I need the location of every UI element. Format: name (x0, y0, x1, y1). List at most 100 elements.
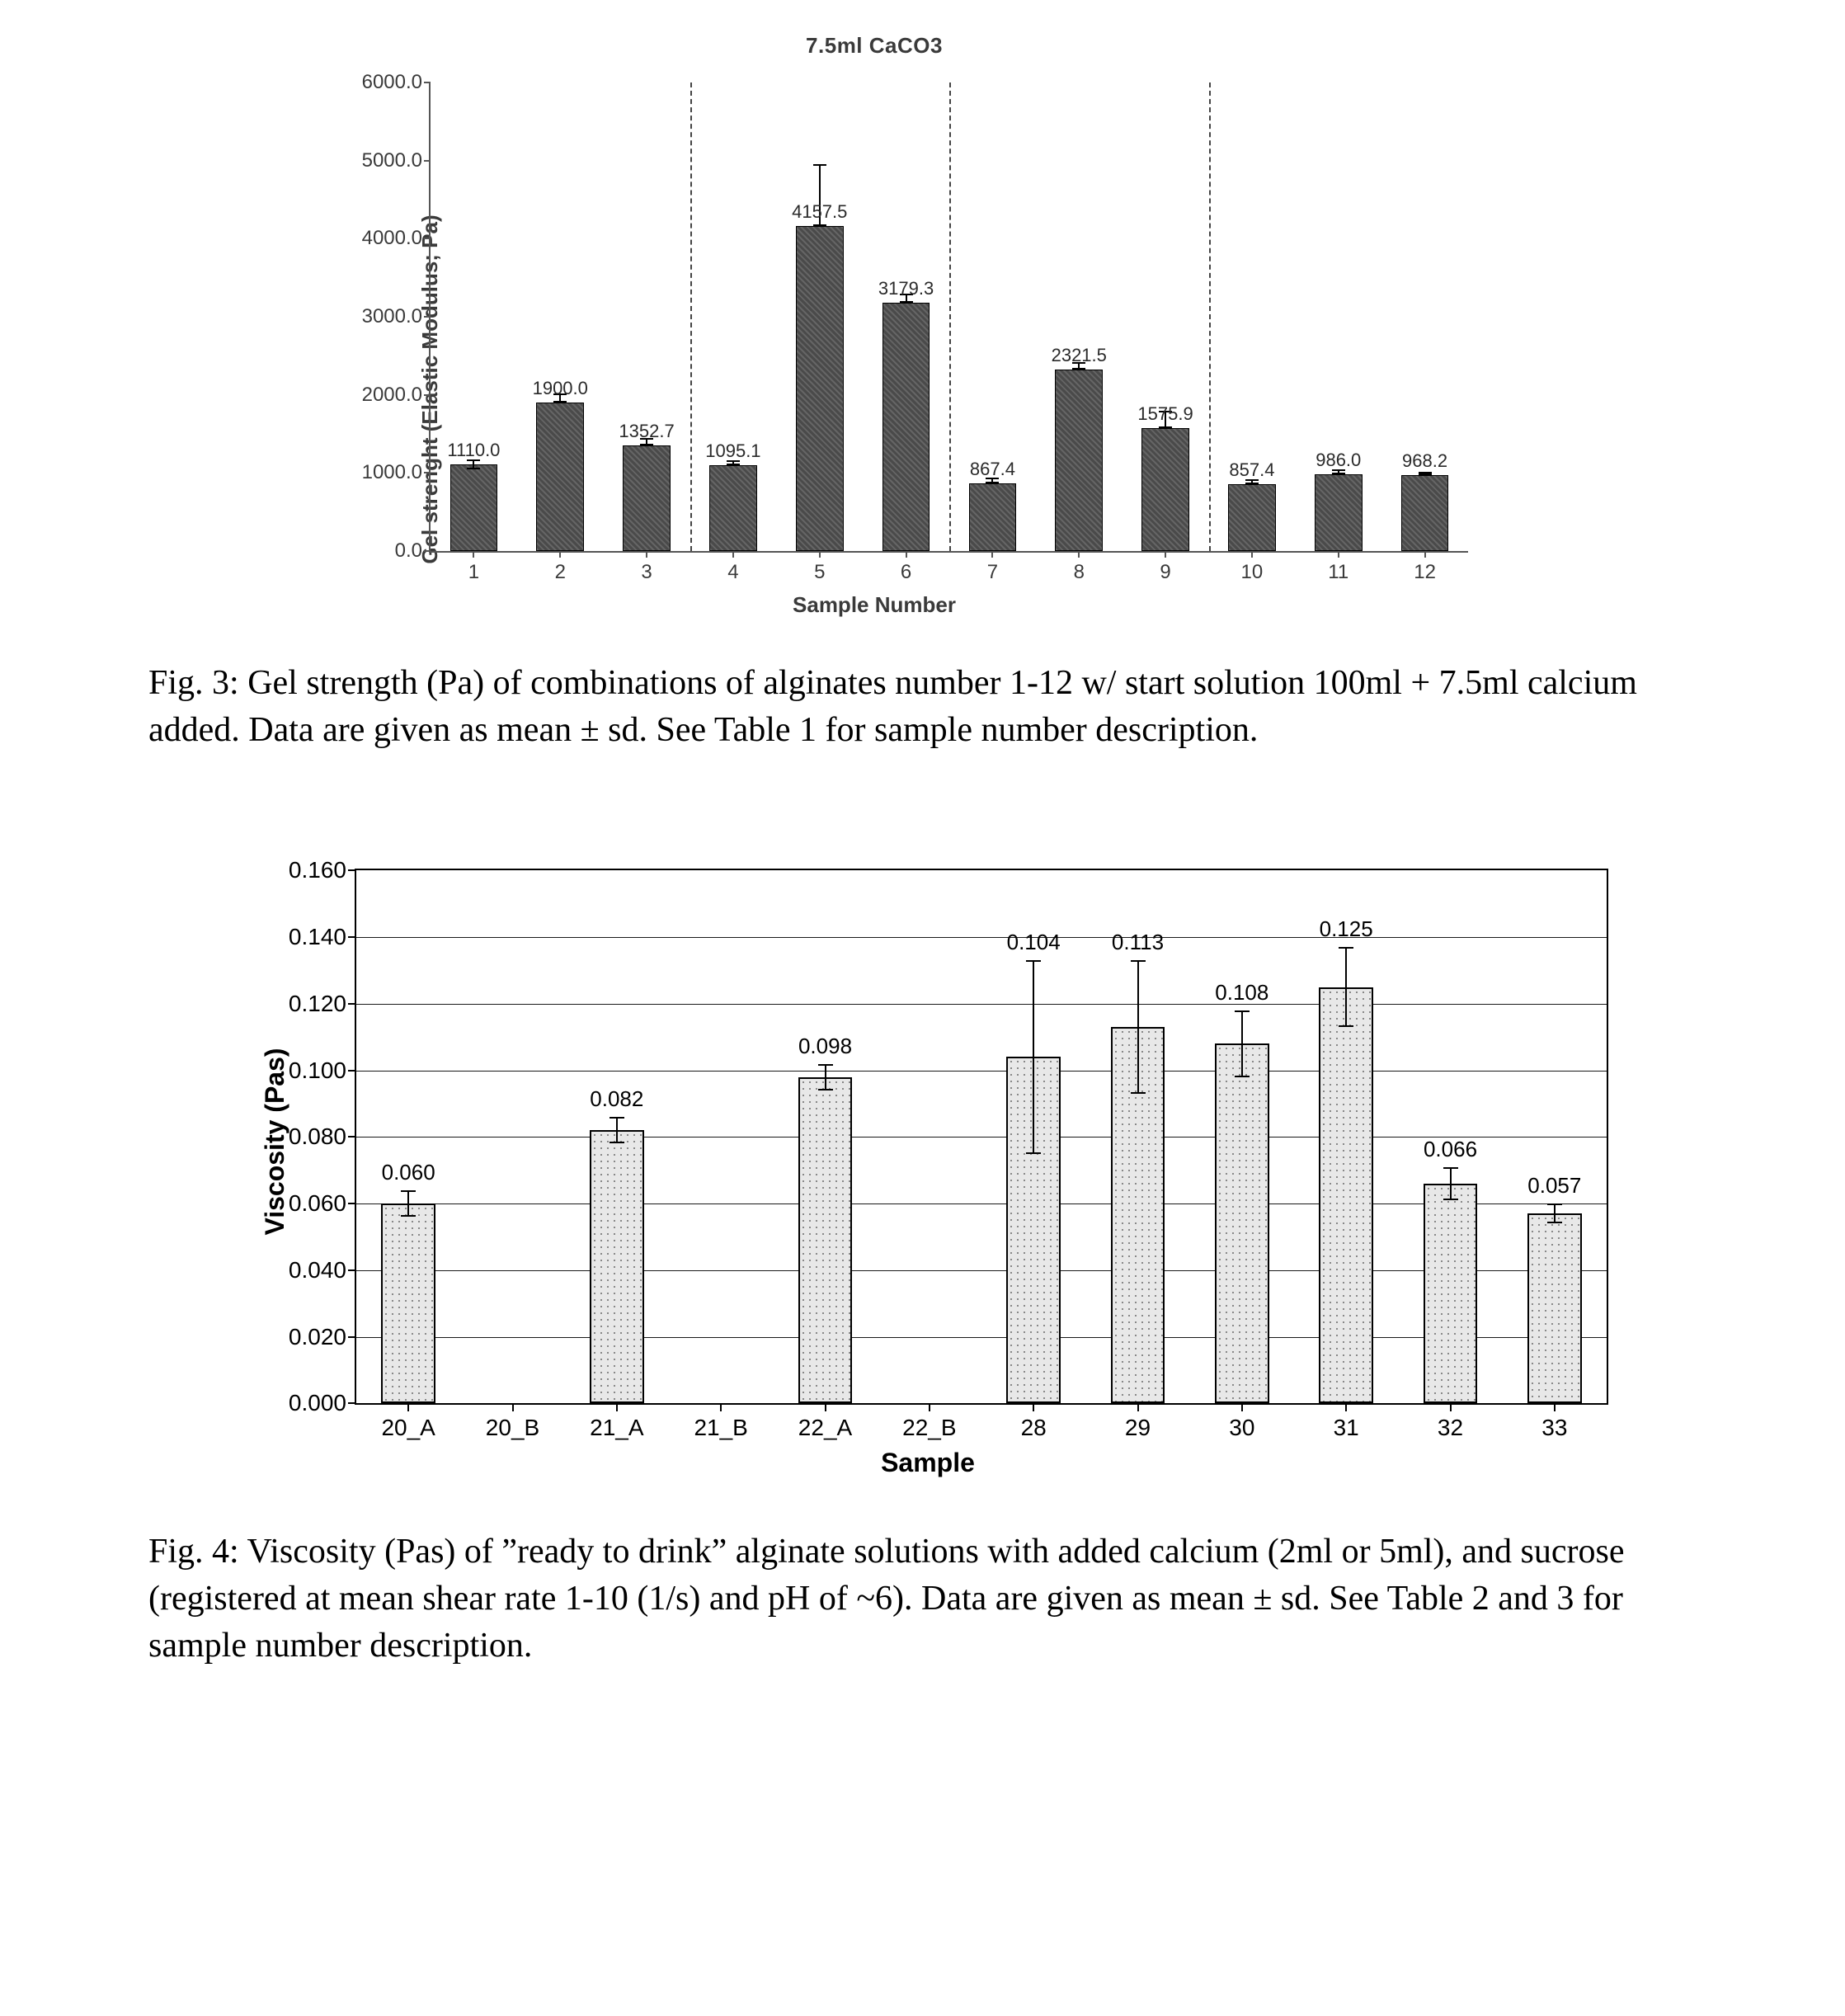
fig4-xtick-label: 20_A (381, 1415, 435, 1441)
fig4-bar (1424, 1184, 1478, 1403)
fig3-bar-label: 2321.5 (1042, 345, 1116, 366)
fig4-bar-label: 0.113 (1112, 930, 1164, 955)
fig4-error-bar (1241, 1010, 1243, 1077)
fig4-xtick-label: 21_A (590, 1415, 643, 1441)
fig3-bar (536, 403, 584, 551)
fig4-gridline (356, 1004, 1607, 1005)
fig4-xtick-label: 30 (1229, 1415, 1254, 1441)
fig4-plot-area: 0.0000.0200.0400.0600.0800.1000.1200.140… (355, 869, 1608, 1405)
fig4-bar (798, 1077, 853, 1404)
fig4-gridline (356, 1137, 1607, 1138)
fig4-ytick-label: 0.060 (289, 1190, 346, 1217)
fig3-xtick-label: 6 (894, 561, 919, 584)
fig4-bar (1319, 987, 1373, 1404)
fig3-bar-label: 968.2 (1388, 450, 1462, 472)
fig4-error-bar (1554, 1203, 1556, 1223)
fig3-bar (882, 303, 930, 551)
fig3-bar (969, 483, 1017, 551)
fig3-ytick-label: 3000.0 (362, 305, 422, 328)
fig3-separator-line (690, 82, 692, 551)
fig3-xtick-label: 9 (1153, 561, 1178, 584)
fig3-xtick-label: 3 (634, 561, 659, 584)
fig3-bar (1315, 474, 1363, 551)
fig4-error-bar (1033, 960, 1034, 1153)
fig4-xtick-label: 31 (1334, 1415, 1359, 1441)
fig3-caption: Fig. 3: Gel strength (Pa) of combination… (148, 660, 1697, 753)
fig4-ytick-label: 0.080 (289, 1123, 346, 1150)
fig4-error-bar (1450, 1167, 1452, 1200)
fig3-bar (450, 464, 498, 551)
fig3-ytick-label: 2000.0 (362, 384, 422, 407)
fig3-xtick-label: 11 (1326, 561, 1351, 584)
fig4-ytick-label: 0.040 (289, 1257, 346, 1284)
fig3-bar (1401, 475, 1449, 551)
fig3-xtick-label: 5 (807, 561, 832, 584)
fig4-ylabel: Viscosity (Pas) (260, 1048, 290, 1236)
fig4-bar-label: 0.082 (590, 1086, 643, 1112)
fig4-gridline (356, 1337, 1607, 1338)
fig4-xtick-label: 22_B (902, 1415, 956, 1441)
fig4-bar-label: 0.066 (1424, 1137, 1477, 1162)
fig4-gridline (356, 1071, 1607, 1072)
fig4-error-bar (1137, 960, 1139, 1094)
fig4-caption: Fig. 4: Viscosity (Pas) of ”ready to dri… (148, 1528, 1697, 1669)
fig4-error-bar (825, 1064, 826, 1090)
fig3-ytick-label: 5000.0 (362, 149, 422, 172)
fig3-bar-label: 1352.7 (610, 421, 684, 442)
fig4-xtick-label: 20_B (486, 1415, 539, 1441)
fig4-bar-label: 0.104 (1007, 930, 1061, 955)
figure-4-block: Viscosity (Pas) 0.0000.0200.0400.0600.08… (148, 852, 1697, 1669)
fig4-xtick-label: 28 (1021, 1415, 1047, 1441)
fig3-xtick-label: 8 (1066, 561, 1091, 584)
fig3-separator-line (949, 82, 951, 551)
fig3-xlabel: Sample Number (264, 592, 1485, 618)
fig3-bar (1055, 370, 1103, 551)
fig3-bar (796, 226, 844, 551)
fig4-xtick-label: 32 (1438, 1415, 1463, 1441)
fig3-ytick-label: 0.0 (395, 539, 422, 563)
fig3-bar-label: 1110.0 (436, 440, 511, 461)
fig3-bar-label: 986.0 (1301, 450, 1376, 471)
fig4-gridline (356, 1270, 1607, 1271)
fig4-xtick-label: 21_B (694, 1415, 747, 1441)
fig4-bar (381, 1203, 435, 1403)
fig3-bar-label: 857.4 (1215, 459, 1289, 481)
fig3-plot-area: 0.01000.02000.03000.04000.05000.06000.01… (429, 82, 1468, 553)
fig3-ytick-label: 1000.0 (362, 461, 422, 484)
fig3-bar-label: 867.4 (955, 459, 1029, 480)
fig4-error-bar (616, 1117, 618, 1143)
fig3-separator-line (1209, 82, 1211, 551)
fig4-ytick-label: 0.100 (289, 1057, 346, 1084)
fig4-error-bar (407, 1190, 409, 1217)
fig3-xtick-label: 10 (1240, 561, 1264, 584)
fig3-bar (623, 445, 671, 551)
fig3-bar-label: 1095.1 (696, 440, 770, 462)
fig3-chart: 7.5ml CaCO3 Gel strenght (Elastic Modulu… (264, 33, 1485, 627)
fig3-bar-label: 1575.9 (1128, 403, 1203, 425)
fig3-title: 7.5ml CaCO3 (264, 33, 1485, 59)
fig3-xtick-label: 4 (721, 561, 746, 584)
fig4-xtick-label: 33 (1541, 1415, 1567, 1441)
fig3-xtick-label: 1 (461, 561, 486, 584)
fig4-xtick-label: 29 (1125, 1415, 1151, 1441)
fig3-ytick-label: 4000.0 (362, 227, 422, 250)
fig3-bar-label: 4157.5 (783, 201, 857, 223)
fig3-xtick-label: 12 (1413, 561, 1438, 584)
fig4-xtick-label: 22_A (798, 1415, 852, 1441)
fig3-error-bar (473, 459, 474, 469)
fig4-ytick-label: 0.020 (289, 1324, 346, 1350)
fig4-bar-label: 0.098 (798, 1034, 852, 1059)
fig3-bar (1228, 484, 1276, 551)
fig4-xlabel: Sample (214, 1448, 1641, 1478)
fig3-xtick-label: 2 (548, 561, 572, 584)
fig4-bar (1527, 1213, 1582, 1403)
fig4-bar (590, 1130, 644, 1403)
fig4-bar-label: 0.057 (1527, 1173, 1581, 1199)
fig4-error-bar (1345, 947, 1347, 1027)
fig4-gridline (356, 1203, 1607, 1204)
fig3-bar-label: 1900.0 (523, 378, 597, 399)
fig4-bar-label: 0.125 (1320, 916, 1373, 942)
fig3-ytick-label: 6000.0 (362, 71, 422, 94)
fig3-bar-label: 3179.3 (869, 278, 944, 299)
fig4-gridline (356, 937, 1607, 938)
